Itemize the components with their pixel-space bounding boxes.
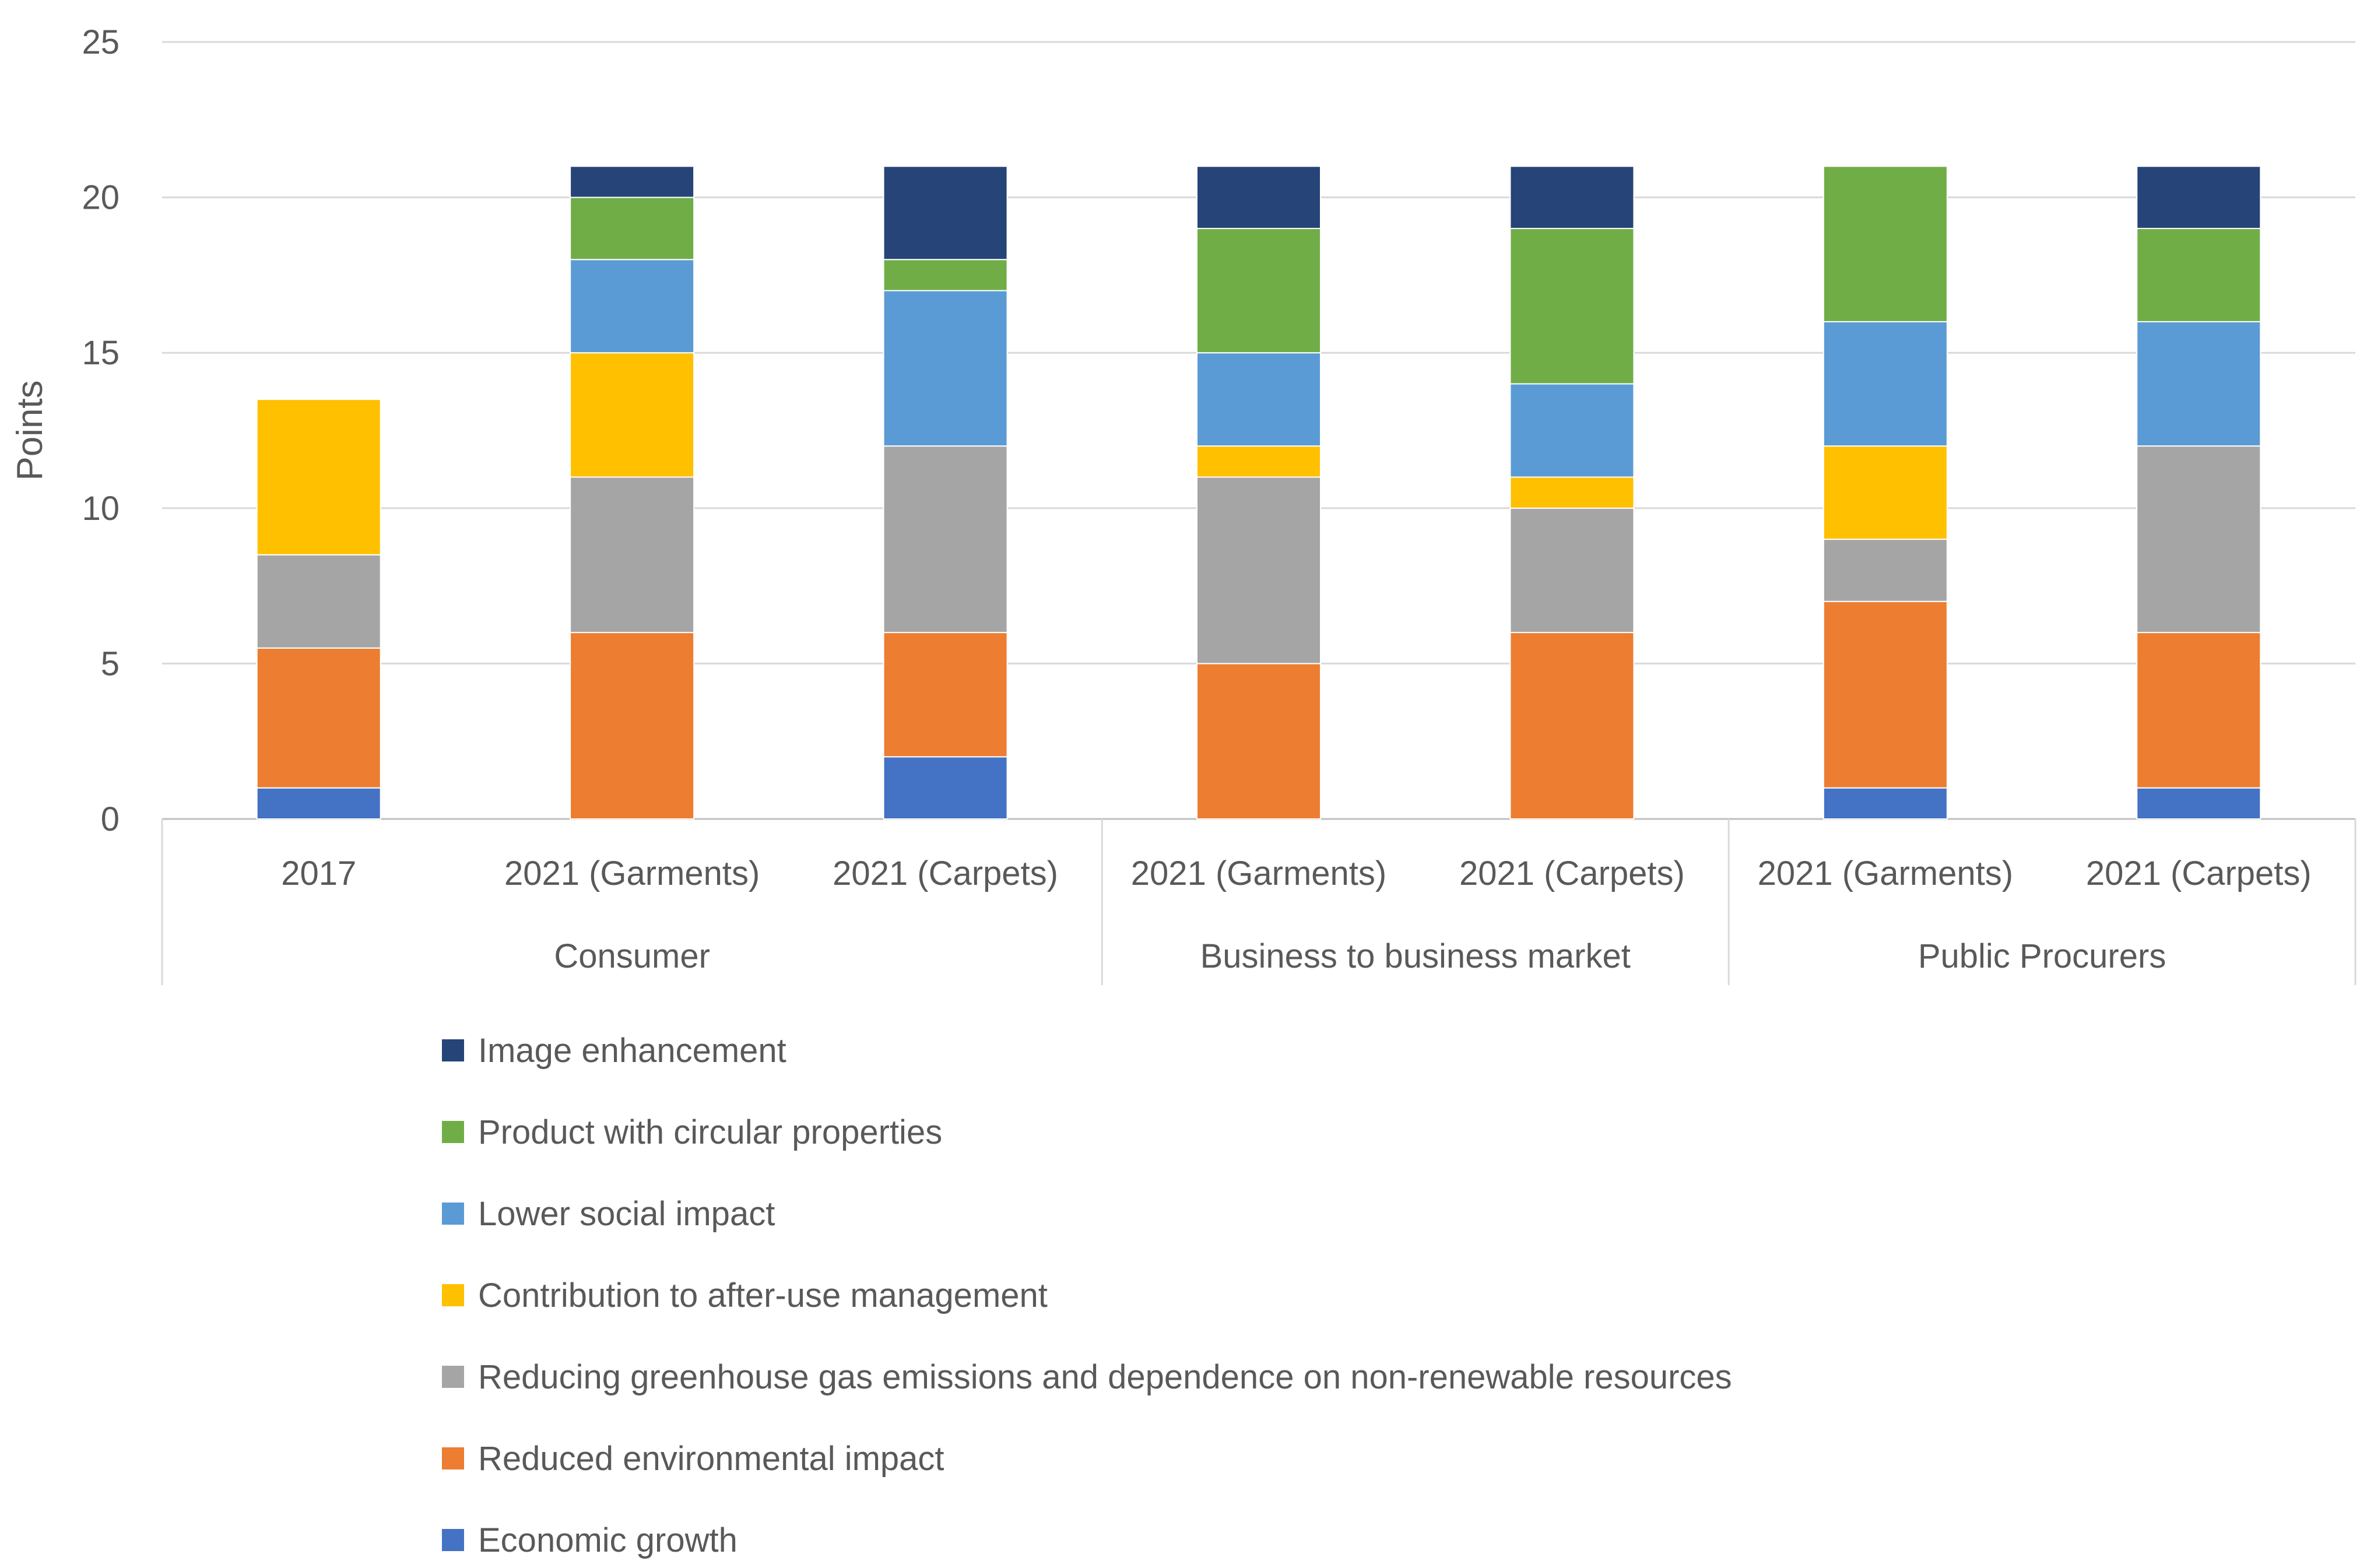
bar-segment-product-with-circular-properties <box>1822 166 1948 322</box>
bar-segment-reduced-environmental-impact <box>570 632 695 820</box>
legend-swatch <box>442 1284 464 1306</box>
x-category-label: 2021 (Garments) <box>1758 855 2013 892</box>
bar-segment-contribution-to-after-use-management <box>1196 445 1321 478</box>
bar-stack <box>1196 166 1321 820</box>
bar-segment-reduced-environmental-impact <box>1509 632 1635 820</box>
y-tick-label: 25 <box>82 23 120 61</box>
bar-segment-product-with-circular-properties <box>883 259 1008 291</box>
bar-stack <box>570 166 695 820</box>
bar-segment-image-enhancement <box>1509 166 1635 229</box>
bar-segment-economic-growth <box>2136 787 2261 820</box>
bar-segment-lower-social-impact <box>1509 383 1635 478</box>
bar-segment-reduced-environmental-impact <box>1196 663 1321 820</box>
legend-item: Lower social impact <box>442 1195 775 1233</box>
legend-swatch <box>442 1447 464 1469</box>
bar-segment-contribution-to-after-use-management <box>1509 476 1635 509</box>
bar-segment-lower-social-impact <box>1822 321 1948 447</box>
bar-segment-contribution-to-after-use-management <box>570 352 695 478</box>
legend-item: Image enhancement <box>442 1032 786 1070</box>
bar-segment-reducing-greenhouse-gas-emissions-and-dependence-on-non-renewable-resources <box>883 445 1008 634</box>
legend-swatch <box>442 1366 464 1388</box>
legend-label: Reduced environmental impact <box>478 1440 944 1478</box>
bar-segment-lower-social-impact <box>1196 352 1321 447</box>
legend-swatch <box>442 1529 464 1551</box>
bar-segment-reducing-greenhouse-gas-emissions-and-dependence-on-non-renewable-resources <box>2136 445 2261 634</box>
bar-segment-reduced-environmental-impact <box>2136 632 2261 789</box>
x-category-label: 2021 (Carpets) <box>1459 855 1685 892</box>
bar-segment-image-enhancement <box>570 166 695 198</box>
legend-item: Reducing greenhouse gas emissions and de… <box>442 1358 1732 1396</box>
x-group-label: Consumer <box>554 937 710 975</box>
bar-segment-lower-social-impact <box>2136 321 2261 447</box>
x-group-label: Public Procurers <box>1918 937 2166 975</box>
legend-item: Economic growth <box>442 1521 738 1559</box>
legend: Image enhancement Product with circular p… <box>442 1032 1732 1559</box>
legend-item: Reduced environmental impact <box>442 1440 944 1478</box>
bar-segment-reducing-greenhouse-gas-emissions-and-dependence-on-non-renewable-resources <box>256 554 381 649</box>
legend-label: Reducing greenhouse gas emissions and de… <box>478 1358 1732 1396</box>
bar-segment-economic-growth <box>256 787 381 820</box>
y-tick-label: 15 <box>82 334 120 372</box>
legend-label: Lower social impact <box>478 1195 775 1233</box>
bar-segment-reducing-greenhouse-gas-emissions-and-dependence-on-non-renewable-resources <box>1509 507 1635 634</box>
bar-stack <box>256 399 381 820</box>
bar-segment-image-enhancement <box>883 166 1008 261</box>
bar-segment-reducing-greenhouse-gas-emissions-and-dependence-on-non-renewable-resources <box>1822 539 1948 602</box>
bar-stack <box>1822 166 1948 820</box>
x-category-label: 2021 (Garments) <box>504 855 760 892</box>
bar-segment-reduced-environmental-impact <box>256 647 381 789</box>
bar-segment-lower-social-impact <box>570 259 695 354</box>
bar-segment-reducing-greenhouse-gas-emissions-and-dependence-on-non-renewable-resources <box>1196 476 1321 665</box>
bar-segment-lower-social-impact <box>883 290 1008 447</box>
x-group-label: Business to business market <box>1200 937 1631 975</box>
bars <box>256 166 2261 820</box>
bar-segment-product-with-circular-properties <box>570 196 695 261</box>
x-axis: 2017 2021 (Garments) 2021 (Carpets) 2021 (G… <box>161 819 2357 985</box>
bar-segment-reduced-environmental-impact <box>1822 600 1948 789</box>
bar-segment-reduced-environmental-impact <box>883 632 1008 758</box>
bar-segment-image-enhancement <box>2136 166 2261 229</box>
y-axis-title: Points <box>10 380 50 480</box>
x-category-label: 2021 (Carpets) <box>833 855 1058 892</box>
x-category-label: 2017 <box>281 855 356 892</box>
bar-segment-product-with-circular-properties <box>1509 227 1635 385</box>
y-axis-ticks: 0 5 10 15 20 25 <box>82 23 120 838</box>
bar-stack <box>883 166 1008 820</box>
bar-stack <box>2136 166 2261 820</box>
y-tick-label: 5 <box>101 645 120 683</box>
bar-segment-image-enhancement <box>1196 166 1321 229</box>
bar-segment-product-with-circular-properties <box>2136 227 2261 322</box>
legend-swatch <box>442 1203 464 1225</box>
bar-segment-economic-growth <box>1822 787 1948 820</box>
legend-swatch <box>442 1039 464 1061</box>
y-tick-label: 20 <box>82 179 120 217</box>
legend-label: Image enhancement <box>478 1032 786 1070</box>
legend-label: Product with circular properties <box>478 1113 942 1151</box>
x-category-label: 2021 (Carpets) <box>2086 855 2312 892</box>
bar-segment-contribution-to-after-use-management <box>1822 445 1948 540</box>
legend-label: Economic growth <box>478 1521 738 1559</box>
legend-label: Contribution to after-use management <box>478 1277 1048 1314</box>
legend-swatch <box>442 1121 464 1143</box>
legend-item: Contribution to after-use management <box>442 1277 1048 1314</box>
y-tick-label: 0 <box>101 800 120 838</box>
legend-item: Product with circular properties <box>442 1113 942 1151</box>
bar-stack <box>1509 166 1635 820</box>
x-category-label: 2021 (Garments) <box>1131 855 1386 892</box>
bar-segment-product-with-circular-properties <box>1196 227 1321 354</box>
bar-segment-contribution-to-after-use-management <box>256 399 381 556</box>
y-tick-label: 10 <box>82 490 120 528</box>
bar-segment-economic-growth <box>883 756 1008 820</box>
bar-segment-reducing-greenhouse-gas-emissions-and-dependence-on-non-renewable-resources <box>570 476 695 634</box>
